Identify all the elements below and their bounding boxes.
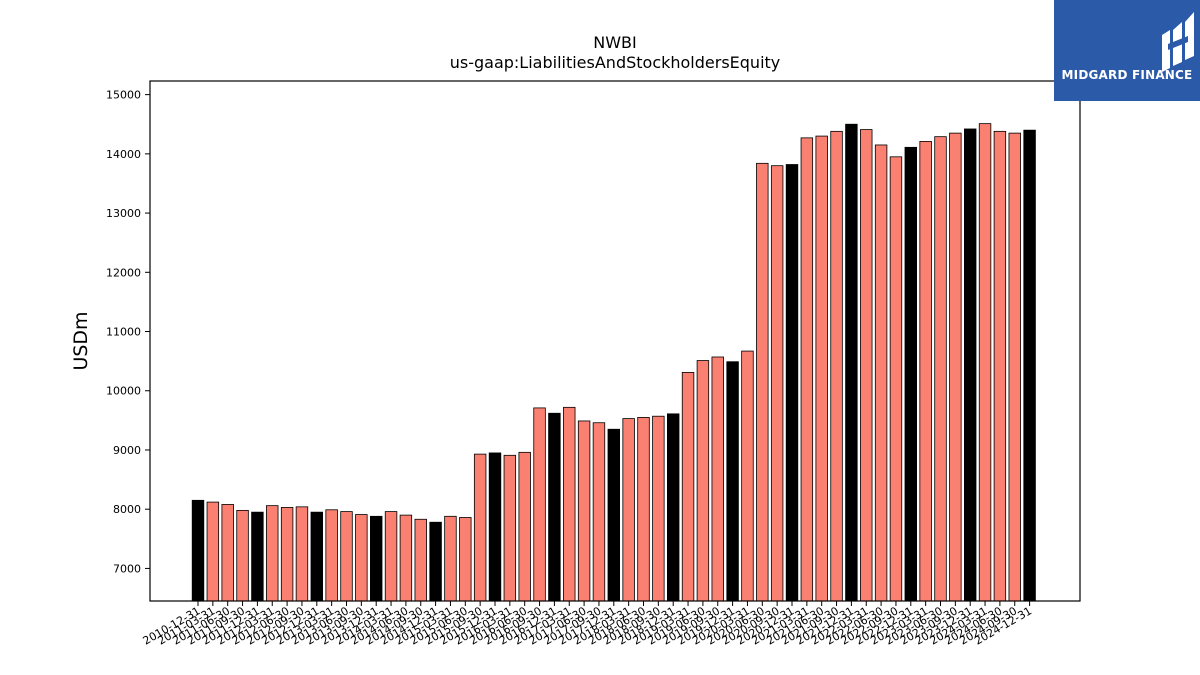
bar-2014-06-30 — [399, 514, 413, 602]
bars-group — [191, 123, 1036, 602]
bar-2013-12-31 — [369, 515, 383, 602]
y-tick-label: 11000 — [106, 326, 141, 339]
bar-2022-06-30 — [874, 144, 888, 602]
bar-2014-09-30 — [414, 518, 427, 602]
bar-2023-06-30 — [934, 136, 947, 602]
plot-frame — [149, 80, 1081, 602]
y-axis: 7000 8000 9000 10000 11000 12000 13000 14000 150… — [106, 89, 150, 575]
bar-2011-09-30 — [236, 509, 249, 602]
y-tick-label: 12000 — [106, 266, 141, 279]
bar-2022-03-31 — [860, 129, 873, 602]
chart-subtitle: us-gaap:LiabilitiesAndStockholdersEquity — [449, 53, 781, 72]
bar-2018-12-31 — [667, 413, 680, 602]
brand-logo: MIDGARD FINANCE — [1054, 0, 1200, 101]
bar-2021-06-30 — [815, 135, 828, 602]
bar-2012-09-30 — [295, 506, 309, 602]
bar-2017-06-30 — [577, 420, 591, 602]
bar-2019-06-30 — [696, 360, 710, 602]
bar-2015-03-31 — [444, 515, 457, 602]
bar-2022-09-30 — [889, 156, 903, 602]
bar-2016-09-30 — [533, 407, 546, 602]
bar-2015-12-31 — [488, 452, 502, 602]
bar-2021-03-31 — [800, 137, 814, 602]
bar-2020-03-31 — [741, 350, 754, 602]
bar-2021-09-30 — [830, 130, 843, 602]
bar-2023-09-30 — [949, 132, 962, 602]
bar-2013-06-30 — [340, 511, 353, 602]
bar-2017-09-30 — [592, 422, 606, 602]
bar-2013-09-30 — [355, 514, 368, 602]
bar-2024-09-30 — [1008, 132, 1021, 602]
bar-2016-03-31 — [503, 454, 517, 602]
bar-2020-09-30 — [770, 165, 784, 602]
bar-2019-12-31 — [726, 361, 739, 602]
bar-2018-09-30 — [652, 415, 665, 602]
bar-2020-12-31 — [785, 164, 799, 602]
bar-2022-12-31 — [904, 146, 918, 602]
bar-2023-12-31 — [964, 128, 977, 602]
bar-2019-03-31 — [681, 371, 695, 602]
x-axis: 2010-12-312011-03-312011-06-302011-09-30… — [141, 601, 1034, 648]
bar-2010-12-31 — [191, 499, 205, 602]
y-tick-label: 10000 — [106, 385, 141, 398]
bar-2015-09-30 — [473, 453, 487, 602]
chart-title: NWBI — [593, 33, 637, 52]
bar-2018-03-31 — [622, 418, 635, 602]
logo-text: MIDGARD FINANCE — [1061, 68, 1193, 82]
bar-2016-12-31 — [548, 412, 561, 602]
bar-2011-06-30 — [221, 504, 234, 602]
bar-2021-12-31 — [845, 123, 858, 602]
bar-2024-06-30 — [993, 130, 1007, 602]
y-tick-label: 7000 — [113, 562, 141, 575]
bar-2011-03-31 — [206, 501, 220, 602]
bar-2011-12-31 — [251, 511, 264, 602]
bar-2024-12-31 — [1023, 129, 1036, 602]
bar-2017-12-31 — [607, 428, 621, 602]
midgard-logo-icon — [1162, 12, 1194, 72]
y-tick-label: 15000 — [106, 89, 141, 102]
bar-2012-12-31 — [310, 511, 324, 602]
y-axis-label: USDm — [70, 311, 92, 370]
bar-2016-06-30 — [518, 451, 531, 602]
bar-2020-06-30 — [756, 162, 769, 602]
bar-2013-03-31 — [325, 509, 338, 602]
y-tick-label: 9000 — [113, 444, 141, 457]
bar-2019-09-30 — [711, 356, 724, 602]
bar-2014-03-31 — [384, 511, 398, 602]
bar-2018-06-30 — [637, 416, 650, 602]
bar-2012-03-31 — [266, 505, 279, 602]
bar-2015-06-30 — [459, 517, 472, 602]
y-tick-label: 8000 — [113, 503, 141, 516]
y-tick-label: 13000 — [106, 207, 141, 220]
bar-2023-03-31 — [919, 141, 932, 602]
bar-2024-03-31 — [978, 123, 992, 602]
bar-2012-06-30 — [280, 507, 294, 602]
bar-2014-12-31 — [429, 521, 442, 602]
bar-2017-03-31 — [563, 406, 576, 602]
y-tick-label: 14000 — [106, 148, 141, 161]
